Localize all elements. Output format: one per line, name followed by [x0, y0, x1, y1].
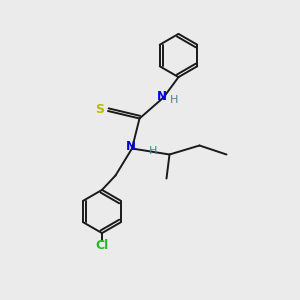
Text: Cl: Cl — [95, 239, 109, 252]
Text: N: N — [156, 89, 167, 103]
Text: N: N — [125, 140, 136, 154]
Text: H: H — [149, 146, 157, 156]
Text: H: H — [170, 95, 178, 105]
Text: S: S — [95, 103, 104, 116]
